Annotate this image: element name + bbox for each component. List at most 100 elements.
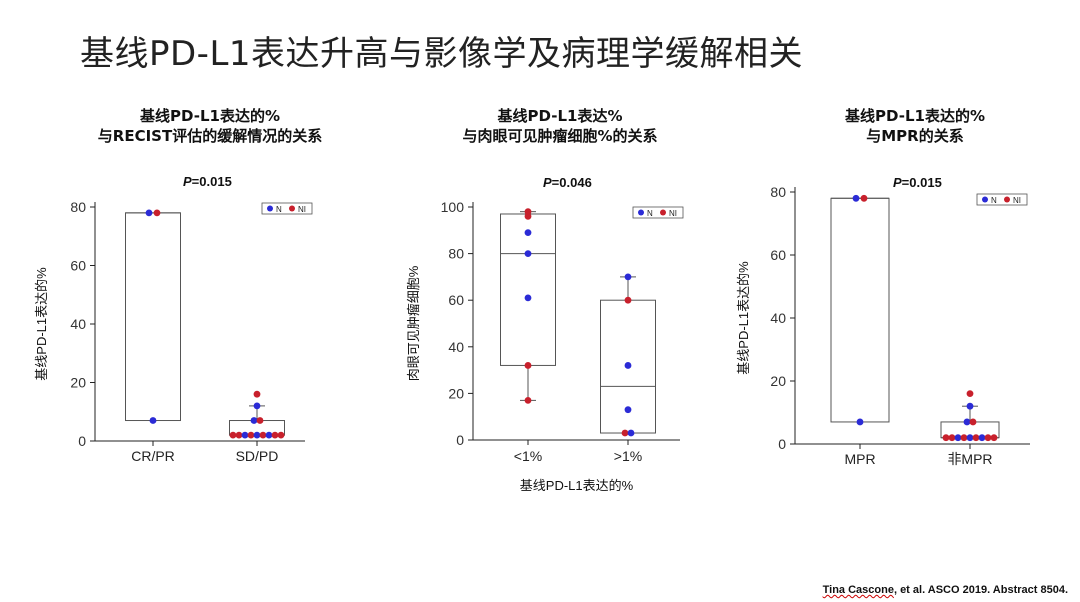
chart-2-legend-marker-N — [638, 209, 644, 216]
chart-3-y-tick-label: 0 — [778, 436, 786, 452]
chart-1-point-NI — [235, 431, 243, 439]
chart-1-legend-marker-N — [267, 205, 273, 212]
chart-1-pvalue: P=0.015 — [183, 174, 232, 189]
chart-3-y-tick-label: 80 — [770, 184, 786, 200]
chart-3-title-line2: 与MPR的关系 — [866, 127, 964, 145]
chart-1-point-NI — [259, 431, 267, 439]
chart-1-title: 基线PD-L1表达的% 与RECIST评估的缓解情况的关系 — [50, 106, 370, 146]
chart-2-point-N — [624, 273, 632, 281]
chart-3-y-label: 基线PD-L1表达的% — [736, 261, 751, 375]
chart-1-y-label: 基线PD-L1表达的% — [34, 267, 49, 381]
chart-3-point-N — [978, 434, 986, 442]
chart-2-title-line2: 与肉眼可见肿瘤细胞%的关系 — [462, 127, 658, 145]
chart-1-point-NI — [277, 431, 285, 439]
chart-2-point-NI — [524, 212, 532, 220]
chart-2-legend-marker-NI — [660, 209, 666, 216]
chart-1-title-line2: 与RECIST评估的缓解情况的关系 — [97, 127, 323, 145]
chart-1-y-tick-label: 20 — [70, 375, 86, 391]
chart-1-point-N — [253, 402, 261, 410]
chart-1-point-N — [145, 209, 153, 217]
chart-2-box — [500, 213, 556, 366]
chart-1-x-tick-label: CR/PR — [131, 448, 175, 464]
chart-2-x-tick-label: <1% — [514, 448, 542, 464]
chart-3-point-NI — [966, 390, 974, 397]
chart-3-point-N — [856, 418, 864, 426]
chart-3-title-line1: 基线PD-L1表达的% — [845, 107, 985, 125]
chart-3-point-N — [963, 418, 971, 426]
chart-3-point-NI — [990, 434, 998, 442]
chart-3-point-NI — [972, 434, 980, 442]
chart-1-legend-label-N: N — [276, 205, 282, 214]
chart-1-legend-label-NI: NI — [298, 205, 306, 214]
chart-2-point-N — [524, 294, 532, 302]
chart-1-x-tick-label: SD/PD — [236, 448, 279, 464]
chart-2-legend-box — [632, 206, 684, 219]
chart-2-title: 基线PD-L1表达% 与肉眼可见肿瘤细胞%的关系 — [420, 106, 700, 146]
citation-rest: , et al. ASCO 2019. Abstract 8504. — [893, 584, 1068, 596]
chart-2-y-tick-label: 20 — [448, 385, 464, 401]
chart-3-legend-marker-NI — [1004, 196, 1010, 203]
chart-1-y-tick-label: 0 — [78, 433, 86, 449]
chart-2-legend-label-NI: NI — [669, 209, 677, 218]
chart-3-legend-box — [976, 193, 1028, 206]
chart-1-point-N — [265, 431, 273, 439]
chart-2-point-N — [624, 406, 632, 414]
chart-3-legend-label-N: N — [991, 196, 997, 205]
chart-3-point-NI — [860, 194, 868, 202]
chart-2-point-NI — [524, 362, 532, 369]
chart-2-point-N — [627, 429, 635, 437]
chart-2-y-label: 肉眼可见肿瘤细胞% — [406, 265, 421, 381]
chart-2-point-NI — [524, 208, 532, 216]
chart-2-point-N — [524, 229, 532, 237]
chart-1-point-N — [149, 417, 157, 424]
citation-author: Tina Cascone — [822, 584, 894, 596]
chart-2-pvalue: P=0.046 — [543, 175, 592, 190]
chart-3-point-NI — [960, 434, 968, 442]
chart-3-y-tick-label: 60 — [770, 247, 786, 263]
chart-3-legend-marker-N — [982, 196, 988, 203]
chart-3-title: 基线PD-L1表达的% 与MPR的关系 — [790, 106, 1040, 146]
chart-3-box — [830, 197, 890, 423]
chart-2-point-NI — [624, 296, 632, 304]
chart-1-point-NI — [229, 431, 237, 439]
chart-3-legend-label-NI: NI — [1013, 196, 1021, 205]
chart-1-point-NI — [153, 209, 161, 217]
chart-3-y-tick-label: 40 — [770, 310, 786, 326]
chart-2-y-tick-label: 80 — [448, 246, 464, 262]
citation: Tina Cascone, et al. ASCO 2019. Abstract… — [823, 584, 1068, 596]
chart-1-y-tick-label: 80 — [70, 199, 86, 215]
chart-1-legend-marker-NI — [289, 205, 295, 212]
chart-1-point-NI — [247, 431, 255, 439]
chart-2-x-tick-label: >1% — [614, 448, 642, 464]
chart-3-point-NI — [942, 434, 950, 442]
chart-1-point-NI — [271, 431, 279, 439]
chart-1-point-NI — [256, 417, 264, 424]
chart-1-point-N — [241, 431, 249, 439]
chart-3-x-tick-label: 非MPR — [947, 451, 992, 467]
chart-2-x-label: 基线PD-L1表达的% — [520, 478, 634, 493]
chart-3-pvalue: P=0.015 — [893, 175, 942, 190]
slide-title: 基线PD-L1表达升高与影像学及病理学缓解相关 — [80, 34, 804, 74]
chart-3-x-tick-label: MPR — [844, 451, 875, 467]
chart-1-box — [125, 212, 181, 422]
chart-2-y-tick-label: 100 — [441, 199, 465, 215]
chart-2-y-tick-label: 60 — [448, 292, 464, 308]
chart-2-point-NI — [524, 396, 532, 404]
chart-3-point-NI — [948, 434, 956, 442]
chart-1-point-NI — [253, 390, 261, 398]
chart-1-y-tick-label: 40 — [70, 316, 86, 332]
chart-2-y-tick-label: 0 — [456, 432, 464, 448]
chart-3-y-tick-label: 20 — [770, 373, 786, 389]
chart-2-point-N — [624, 362, 632, 369]
chart-2-y-tick-label: 40 — [448, 339, 464, 355]
chart-2-point-NI — [621, 429, 629, 437]
chart-2-point-N — [524, 250, 532, 257]
chart-1-point-N — [253, 431, 261, 439]
chart-3-point-N — [852, 194, 860, 202]
chart-3-point-NI — [969, 418, 977, 426]
chart-3-point-N — [966, 434, 974, 442]
chart-3-point-NI — [984, 434, 992, 442]
chart-1-y-tick-label: 60 — [70, 258, 86, 274]
chart-1-point-N — [250, 417, 258, 424]
